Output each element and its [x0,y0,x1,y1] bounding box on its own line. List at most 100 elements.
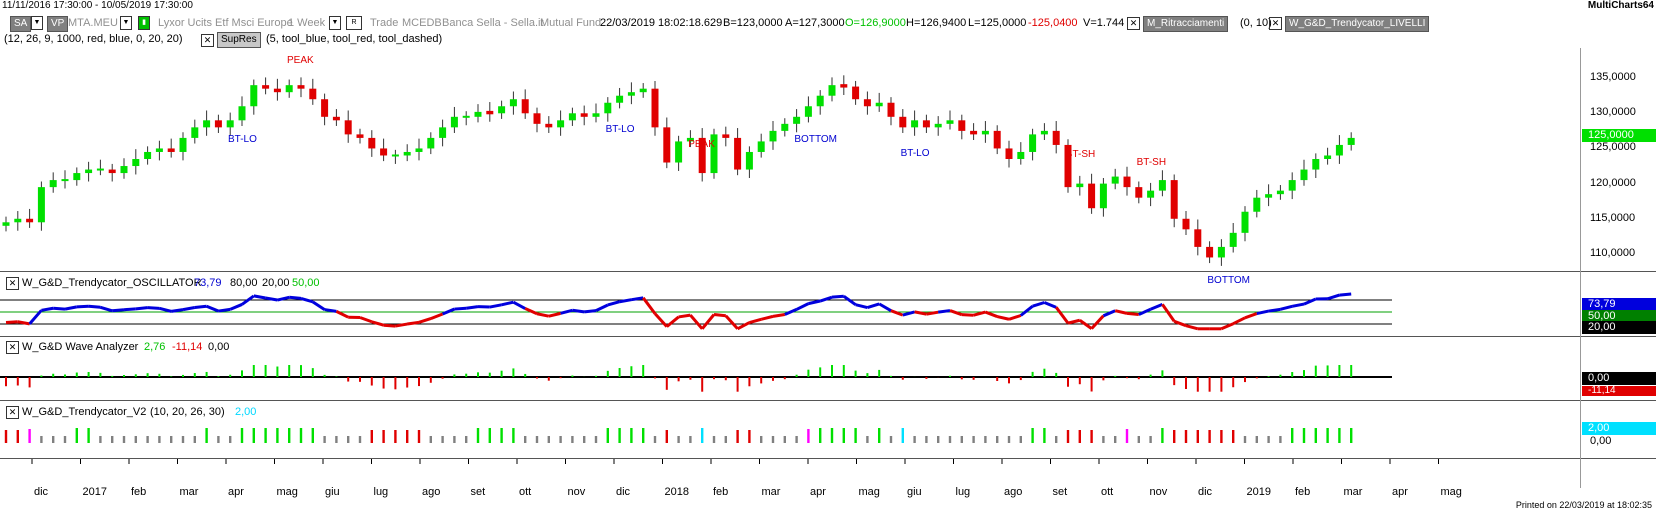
oscillator-line-segment [17,320,30,326]
high-value: H=126,9400 [906,17,967,29]
trend-bar [311,428,314,443]
study1-label[interactable]: M_Ritracciamenti [1143,16,1229,32]
trend-bar [689,436,692,443]
oscillator-line-segment [1078,319,1093,330]
candle-body [1170,180,1178,219]
close-study2-icon[interactable]: ✕ [1269,17,1282,30]
month-label: mag [1440,486,1462,498]
study2-label[interactable]: W_G&D_Trendycator_LIVELLI [1285,16,1430,32]
pane-divider[interactable] [0,271,1656,272]
candle-body [1088,183,1096,209]
close-oscillator-icon[interactable]: ✕ [6,277,19,290]
oscillator-line-segment [772,313,786,318]
oscillator-line-segment [218,307,231,313]
close-trend-v2-icon[interactable]: ✕ [6,406,19,419]
candle-body [191,127,199,138]
oscillator-line-segment [289,295,302,300]
candle-body [486,110,494,115]
close-study1-icon[interactable]: ✕ [1127,17,1140,30]
candle-body [627,92,635,96]
oscillator-line-segment [395,322,408,328]
candle-body [911,120,919,128]
oscillator-line-segment [206,304,219,313]
oscillator-line-segment [371,320,385,327]
oscillator-line-segment [324,308,337,313]
candle-body [1182,218,1190,230]
vp-button[interactable]: VP [47,16,69,32]
candle-body [616,95,624,103]
wave-name: W_G&D Wave Analyzer [22,341,139,353]
trend-bar [724,436,727,443]
month-label: dic [34,486,49,498]
month-label: mag [276,486,298,498]
sa-button[interactable]: SA [10,16,32,32]
trend-bar [335,436,338,443]
trend-bar [712,436,716,443]
trend-bar [653,436,657,443]
trend-bar [1267,436,1270,443]
candle-body [498,106,506,114]
trend-v2-badge-1: 2,00 [1582,422,1656,435]
oscillator-line-segment [430,312,444,320]
r-button[interactable]: R [346,16,362,30]
month-label: set [1052,486,1068,498]
candle-body [533,113,541,124]
candle-body [155,148,163,152]
app-name: MultiCharts64 [1587,0,1654,11]
month-label: feb [131,486,147,498]
trend-bar [547,436,550,443]
sa-dropdown-icon[interactable]: ▼ [31,16,43,30]
trend-bar [28,429,31,443]
oscillator-line-segment [572,308,585,314]
oscillator-line-segment [41,306,54,312]
pane-divider[interactable] [0,400,1656,401]
oscillator-line-segment [784,308,798,316]
wave-badge-1: 0,00 [1582,372,1656,385]
candle-body [1335,144,1343,156]
candle-body [1147,190,1155,198]
pane-divider[interactable] [0,336,1656,337]
supres-label[interactable]: SupRes [217,32,261,48]
candle-body [1123,176,1131,188]
oscillator-line-segment [890,309,904,317]
candle-body [686,137,694,142]
trend-bar [1149,436,1152,443]
oscillator-line-segment [808,299,821,306]
trend-bar [476,428,480,443]
month-label: 2017 [82,486,107,498]
oscillator-line-segment [135,306,148,311]
trend-bar [854,428,857,443]
ask-value: A=127,3000 [785,17,845,29]
study2-params: (12, 26, 9, 1000, red, blue, 0, 20, 20) [4,33,183,45]
trend-bar [571,436,574,443]
close-wave-icon[interactable]: ✕ [6,341,19,354]
oscillator-line-segment [1291,302,1305,308]
candle-body [297,85,305,89]
trend-bar [1173,430,1176,443]
candle-body [356,134,364,138]
close-supres-icon[interactable]: ✕ [201,34,214,47]
trend-bar [606,428,609,443]
symbol-dropdown-icon[interactable]: ▼ [120,16,132,30]
symbol-label: MTA.MEU [68,17,118,29]
pane-divider[interactable] [0,458,1656,459]
trend-bar [1007,436,1011,443]
month-label: set [470,486,486,498]
interval-dropdown-icon[interactable]: ▼ [329,16,341,30]
bid-value: B=123,0000 [723,17,783,29]
trend-bar [146,436,149,443]
month-label: 2018 [664,486,689,498]
oscillator-badge-1: 73,79 [1582,298,1656,311]
trend-indicator-icon[interactable]: ▮ [138,16,150,30]
chart-annotation: BT-LO [228,134,257,146]
month-label: apr [810,486,826,498]
candle-body [1158,180,1166,191]
trend-bar [760,436,763,443]
trend-bar [559,436,562,443]
candle-body [439,127,447,138]
trend-bar [819,428,822,443]
trend-bar [193,436,196,443]
candle-body [887,102,895,117]
candle-body [49,180,57,188]
